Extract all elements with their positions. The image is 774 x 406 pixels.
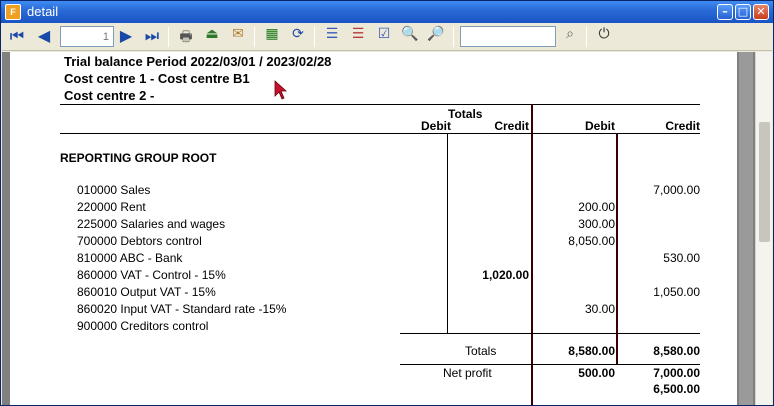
net-profit-label: Net profit: [443, 366, 492, 380]
totals-rule: [400, 333, 700, 334]
layout-2-icon[interactable]: ☰: [351, 26, 365, 42]
toolbar-separator: [586, 27, 587, 47]
vertical-scrollbar[interactable]: [755, 52, 772, 405]
table-top-rule: [60, 104, 700, 105]
cost-centre-1: Cost centre 1 - Cost centre B1: [64, 71, 250, 86]
account-name: 700000 Debtors control: [77, 234, 202, 248]
net-profit-rule: [400, 364, 700, 365]
debit-cell: 30.00: [584, 302, 615, 316]
layout-check-icon[interactable]: ☑: [377, 26, 391, 42]
column-divider: [447, 133, 448, 333]
app-icon: F: [5, 4, 21, 20]
search-input[interactable]: [460, 26, 556, 47]
account-name: 860000 VAT - Control - 15%: [77, 268, 226, 282]
debit-cell: 8,050.00: [568, 234, 615, 248]
export-icon[interactable]: ⏏: [205, 26, 219, 42]
account-name: 810000 ABC - Bank: [77, 251, 183, 265]
scrollbar-thumb[interactable]: [759, 122, 770, 242]
header-credit: Credit: [665, 119, 700, 133]
zoom-out-icon[interactable]: 🔍: [401, 26, 419, 42]
account-name: 900000 Creditors control: [77, 319, 209, 333]
header-totals: Totals: [448, 107, 483, 121]
power-icon[interactable]: ⏻: [598, 26, 610, 42]
toolbar-separator: [168, 27, 169, 47]
first-page-icon[interactable]: ⏮: [9, 26, 25, 45]
totals-credit-cell: 1,020.00: [482, 268, 529, 282]
window-title: detail: [27, 4, 59, 19]
net-profit-debit: 500.00: [578, 366, 615, 380]
credit-cell: 7,000.00: [653, 183, 700, 197]
header-credit-totals: Credit: [494, 119, 529, 133]
excel-icon[interactable]: ▦: [265, 26, 279, 42]
mouse-cursor-icon: [274, 80, 288, 100]
account-name: 010000 Sales: [77, 183, 151, 197]
totals-credit: 8,580.00: [653, 344, 700, 358]
search-icon[interactable]: ⌕: [566, 26, 574, 42]
group-heading: REPORTING GROUP ROOT: [60, 151, 217, 165]
report-viewport: Trial balance Period 2022/03/01 / 2023/0…: [2, 52, 772, 405]
toolbar-separator: [314, 27, 315, 47]
account-name: 220000 Rent: [77, 200, 146, 214]
table-header-rule: [60, 133, 700, 134]
print-icon[interactable]: 🖶: [179, 29, 193, 45]
maximize-button[interactable]: □: [735, 4, 751, 20]
net-profit-balance: 6,500.00: [653, 382, 700, 396]
account-name: 860010 Output VAT - 15%: [77, 285, 216, 299]
title-bar[interactable]: F detail – □ ✕: [1, 1, 773, 23]
toolbar-separator: [254, 27, 255, 47]
page-margin: [739, 52, 753, 405]
next-page-icon[interactable]: ▶: [119, 26, 133, 45]
header-debit-totals: Debit: [421, 119, 451, 133]
report-title: Trial balance Period 2022/03/01 / 2023/0…: [64, 54, 332, 69]
column-divider: [616, 133, 618, 365]
debit-cell: 300.00: [578, 217, 615, 231]
previous-page-icon[interactable]: ◀: [37, 26, 51, 45]
last-page-icon[interactable]: ⏭: [144, 26, 160, 45]
credit-cell: 530.00: [663, 251, 700, 265]
totals-label: Totals: [465, 344, 497, 358]
email-icon[interactable]: ✉: [232, 26, 244, 42]
page-number-input[interactable]: [60, 26, 114, 47]
zoom-in-icon[interactable]: 🔎: [427, 26, 445, 42]
column-divider: [531, 104, 533, 405]
account-name: 860020 Input VAT - Standard rate -15%: [77, 302, 287, 316]
toolbar-separator: [453, 27, 454, 47]
close-button[interactable]: ✕: [753, 4, 769, 20]
toolbar: ⏮ ◀ ▶ ⏭ 🖶 ⏏ ✉ ▦ ⟳ ☰ ☰ ☑ 🔍 🔎 ⌕ ⏻: [2, 23, 772, 51]
layout-1-icon[interactable]: ☰: [325, 26, 339, 42]
header-debit: Debit: [585, 119, 615, 133]
debit-cell: 200.00: [578, 200, 615, 214]
totals-debit: 8,580.00: [568, 344, 615, 358]
report-page: Trial balance Period 2022/03/01 / 2023/0…: [10, 52, 737, 405]
minimize-button[interactable]: –: [717, 4, 733, 20]
credit-cell: 1,050.00: [653, 285, 700, 299]
account-name: 225000 Salaries and wages: [77, 217, 226, 231]
refresh-icon[interactable]: ⟳: [292, 26, 304, 42]
cost-centre-2: Cost centre 2 -: [64, 88, 155, 103]
net-profit-credit: 7,000.00: [653, 366, 700, 380]
